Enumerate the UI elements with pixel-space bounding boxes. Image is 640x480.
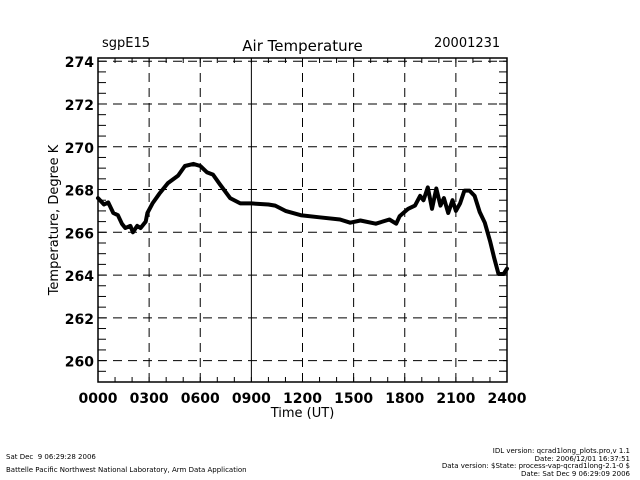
y-tick-label: 260 — [65, 355, 94, 371]
x-tick-label: 0900 — [232, 391, 271, 407]
idl-date: Date: 2006/12/01 16:37:51 — [534, 454, 630, 463]
x-tick-label: 2400 — [488, 391, 527, 407]
footer-version-info: IDL version: qcrad1long_plots.pro,v 1.1 … — [441, 447, 630, 478]
chart-title: Air Temperature — [242, 37, 362, 55]
y-tick-label: 262 — [65, 312, 94, 328]
x-tick-label: 1800 — [385, 391, 424, 407]
y-tick-label: 272 — [65, 98, 94, 114]
x-tick-label: 0600 — [181, 391, 220, 407]
x-tick-label: 1200 — [283, 391, 322, 407]
grid-lines — [98, 58, 507, 382]
y-tick-label: 268 — [65, 184, 94, 200]
plot-frame — [97, 57, 508, 383]
x-axis-label: Time (UT) — [270, 406, 335, 421]
idl-version: IDL version: qcrad1long_plots.pro,v 1.1 — [492, 447, 630, 455]
footer-timestamp: Sat Dec 9 06:29:28 2006 — [6, 453, 96, 461]
x-tick-label: 0300 — [130, 391, 169, 407]
y-tick-label: 266 — [65, 226, 94, 242]
x-tick-label: 0000 — [79, 391, 118, 407]
y-tick-label: 270 — [65, 141, 94, 157]
footer-organization: Battelle Pacific Northwest National Labo… — [6, 466, 247, 474]
data-version: Data version: $State: process-vap-qcrad1… — [441, 462, 630, 470]
x-tick-labels: 0000 0300 0600 0900 1200 1500 1800 2100 2400 — [79, 391, 527, 407]
y-tick-label: 274 — [65, 55, 94, 71]
y-tick-labels: 260 262 264 266 268 270 272 274 — [65, 55, 94, 370]
series-group — [96, 161, 509, 276]
y-axis-label: Temperature, Degree K — [47, 144, 62, 296]
data-date: Date: Sat Dec 9 06:29:09 2006 — [521, 469, 630, 478]
y-tick-label: 264 — [65, 269, 94, 285]
x-tick-label: 2100 — [436, 391, 475, 407]
date-label: 20001231 — [434, 36, 501, 51]
site-label: sgpE15 — [102, 36, 151, 51]
x-tick-label: 1500 — [334, 391, 373, 407]
